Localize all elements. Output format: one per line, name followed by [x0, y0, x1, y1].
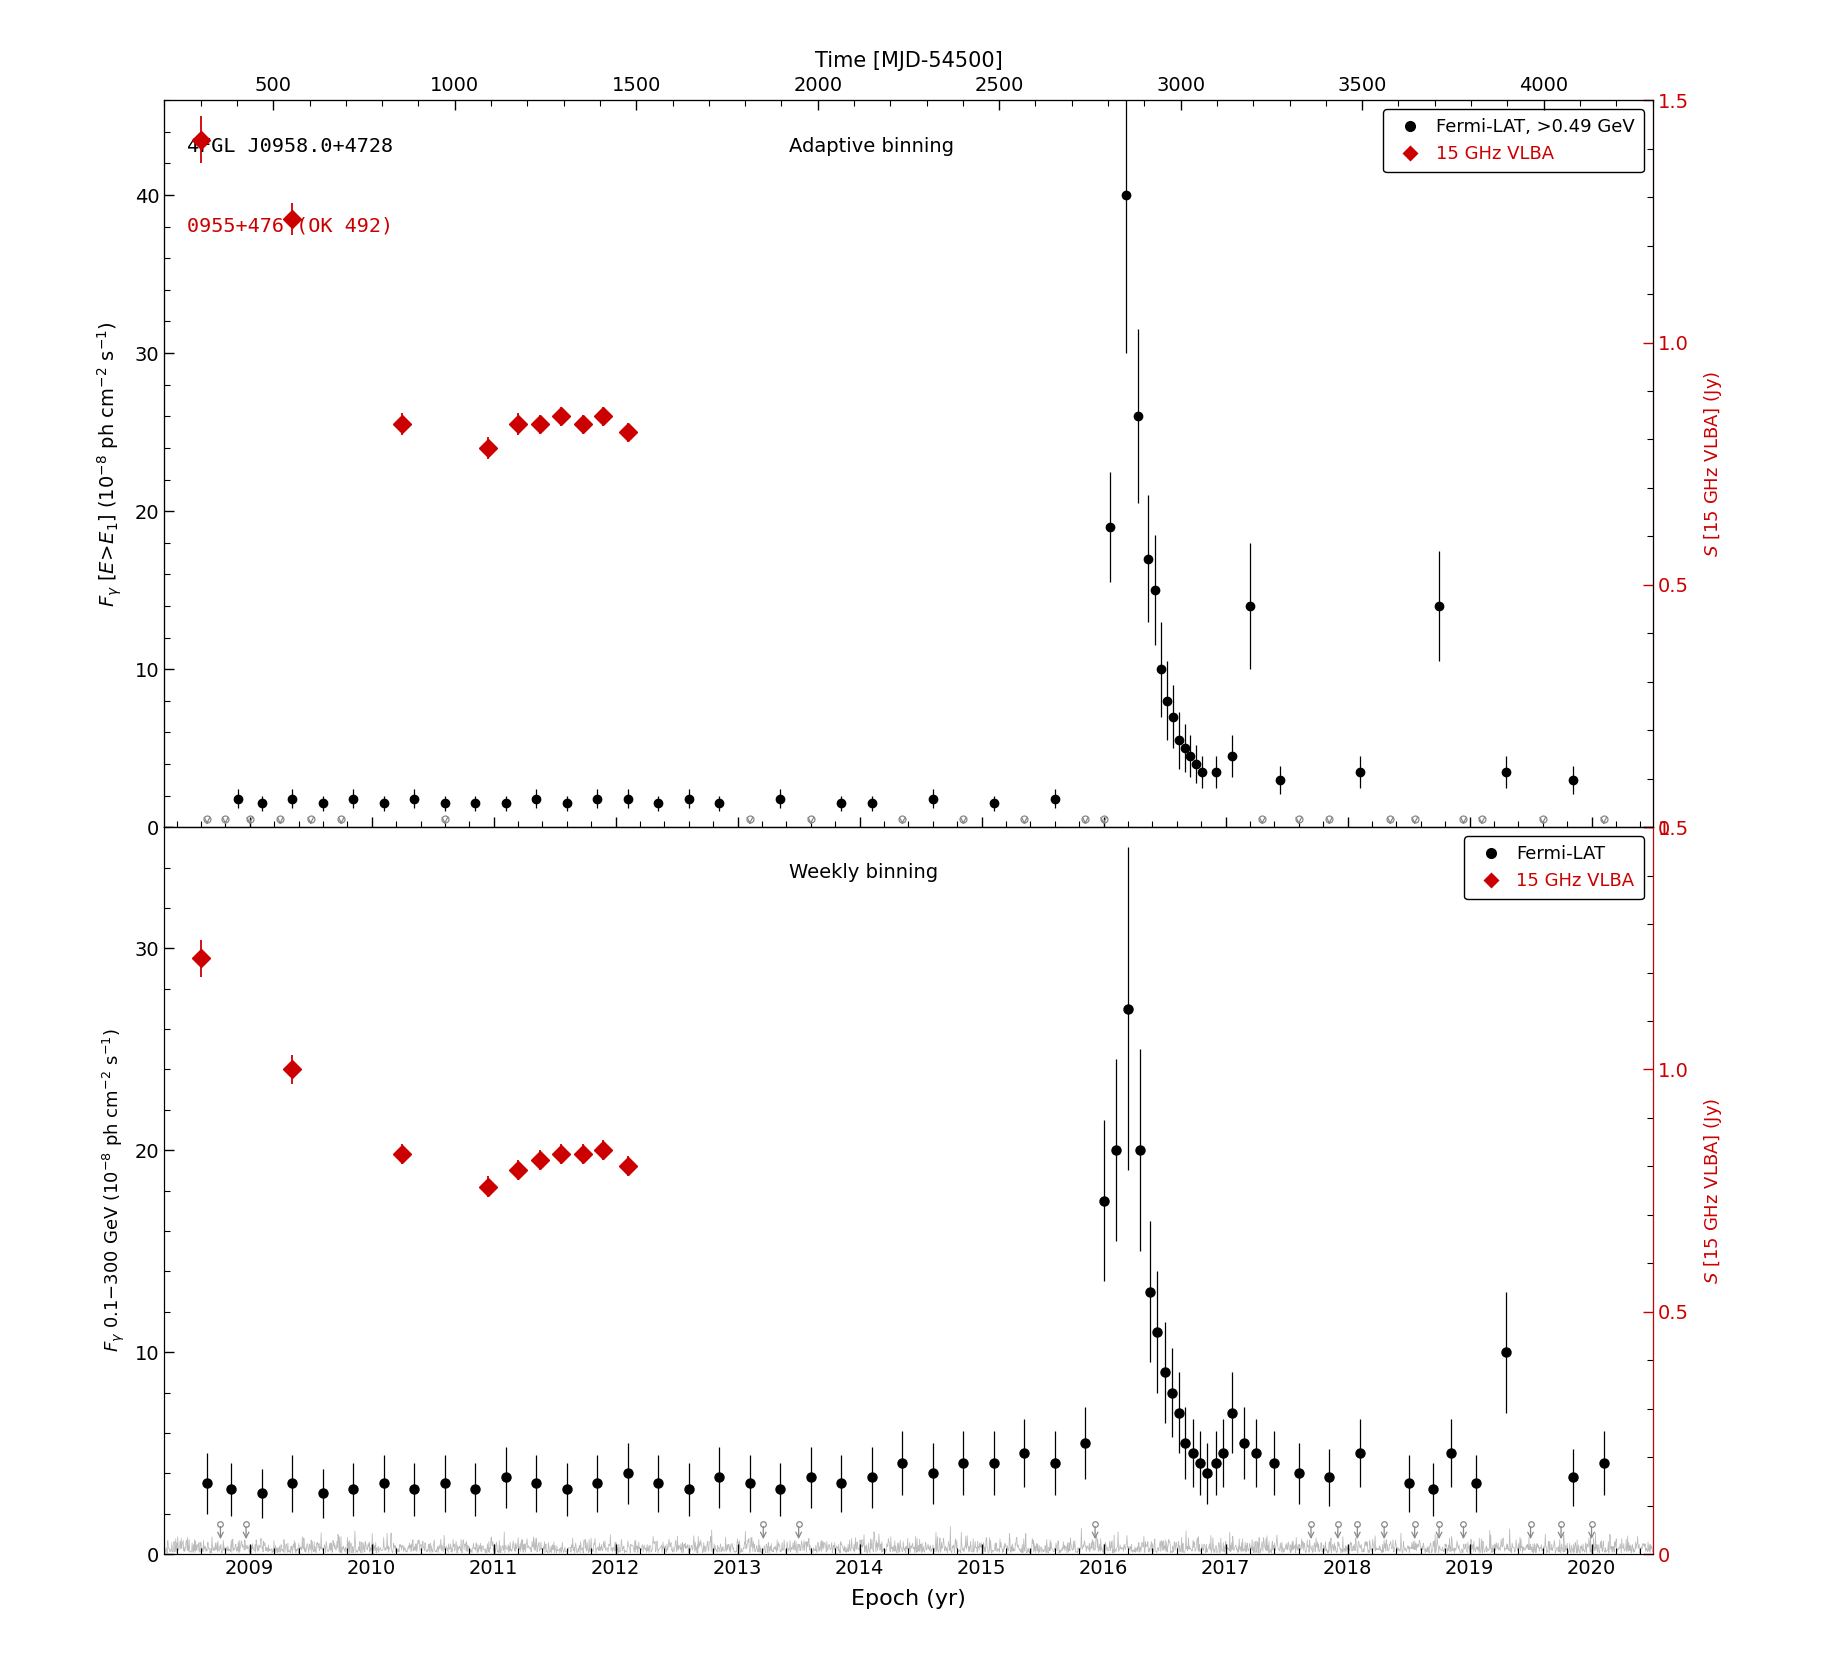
X-axis label: Epoch (yr): Epoch (yr) [851, 1589, 966, 1609]
Y-axis label: $F_{\gamma}\ 0.1\mathrm{-}300\ \mathrm{GeV}\ (10^{-8}\ \mathrm{ph\ cm^{-2}\ s^{-: $F_{\gamma}\ 0.1\mathrm{-}300\ \mathrm{G… [100, 1029, 126, 1352]
Text: Weekly binning: Weekly binning [789, 864, 939, 882]
Text: Adaptive binning: Adaptive binning [789, 137, 955, 155]
X-axis label: Time [MJD-54500]: Time [MJD-54500] [814, 50, 1002, 70]
Y-axis label: $S\ [15\ \mathrm{GHz\ VLBA}]\ (\mathrm{Jy})$: $S\ [15\ \mathrm{GHz\ VLBA}]\ (\mathrm{J… [1702, 1098, 1724, 1283]
Text: 0955+476 (OK 492): 0955+476 (OK 492) [186, 217, 393, 236]
Text: 4FGL J0958.0+4728: 4FGL J0958.0+4728 [186, 137, 393, 155]
Y-axis label: $F_{\gamma}\ [E\!>\!E_1]\ (10^{-8}\ \mathrm{ph\ cm^{-2}\ s^{-1}})$: $F_{\gamma}\ [E\!>\!E_1]\ (10^{-8}\ \mat… [95, 321, 124, 607]
Legend: Fermi-LAT, 15 GHz VLBA: Fermi-LAT, 15 GHz VLBA [1464, 836, 1643, 899]
Y-axis label: $S\ [15\ \mathrm{GHz\ VLBA}]\ (\mathrm{Jy})$: $S\ [15\ \mathrm{GHz\ VLBA}]\ (\mathrm{J… [1702, 371, 1724, 556]
Legend: Fermi-LAT, >0.49 GeV, 15 GHz VLBA: Fermi-LAT, >0.49 GeV, 15 GHz VLBA [1384, 109, 1643, 172]
